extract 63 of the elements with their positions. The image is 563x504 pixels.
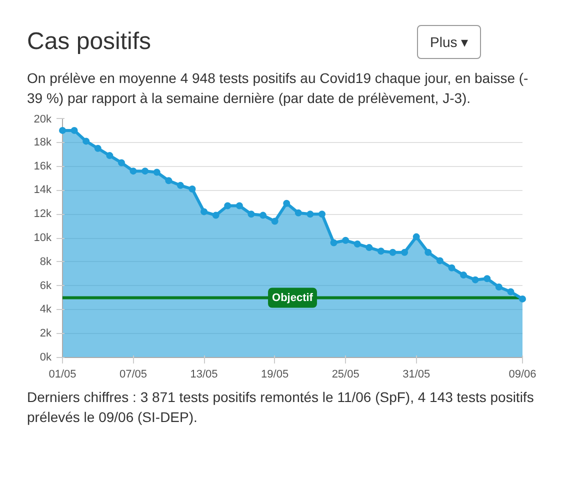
x-tick-label: 13/05 — [190, 368, 218, 381]
point — [106, 152, 114, 160]
point — [59, 127, 66, 134]
point — [436, 258, 444, 265]
y-tick-label: 8k — [40, 256, 52, 268]
point — [142, 168, 149, 176]
point — [130, 168, 137, 176]
point — [118, 160, 125, 167]
point — [318, 211, 326, 218]
point — [153, 169, 160, 176]
point — [495, 284, 502, 291]
y-tick-label: 6k — [40, 280, 52, 292]
point — [507, 288, 514, 296]
point — [236, 202, 243, 210]
point — [342, 237, 350, 244]
point — [176, 182, 184, 190]
point — [448, 264, 456, 272]
point — [260, 212, 267, 220]
point — [94, 145, 102, 152]
point — [271, 218, 278, 226]
x-tick-label: 07/05 — [120, 368, 148, 381]
point — [283, 200, 290, 208]
point — [82, 138, 90, 146]
x-tick-label: 09/06 — [508, 368, 536, 381]
point — [472, 276, 479, 284]
point — [212, 212, 220, 220]
text: Plus ▾ — [417, 25, 482, 59]
point — [330, 240, 338, 247]
point — [484, 276, 491, 283]
ref-line-label: Objectif — [272, 292, 314, 304]
x-tick-label: 31/05 — [402, 368, 430, 381]
point — [389, 249, 396, 256]
point — [412, 234, 420, 241]
y-tick-label: 12k — [34, 208, 52, 221]
point — [354, 240, 361, 248]
point — [460, 272, 468, 280]
chart-subtitle: On prélève en moyenne 4 948 tests positifs au Covid19 chaque jour, en baisse (- 39 %) par rapport à la semaine dernière (par date de prélèvement, J-3). — [27, 69, 530, 108]
point — [424, 249, 432, 256]
point — [366, 244, 373, 252]
y-tick-label: 18k — [34, 136, 52, 149]
y-tick-label: 10k — [34, 232, 52, 244]
x-tick-label: 01/05 — [48, 368, 76, 381]
point — [165, 178, 172, 185]
text: Derniers chiffres : 3 871 tests positifs remontés le 11/06 (SpF), 4 143 tests positifs prélevés le 09/06 (SI-DEP). — [27, 388, 535, 428]
y-tick-label: 2k — [40, 328, 52, 340]
x-tick-label: 19/05 — [261, 368, 289, 381]
point — [200, 208, 208, 216]
chart-title: Cas positifs — [27, 27, 152, 57]
point — [224, 202, 232, 210]
y-tick-label: 0k — [40, 352, 52, 364]
y-tick-label: 4k — [40, 304, 52, 316]
point — [248, 211, 255, 218]
point — [70, 127, 78, 134]
point — [306, 211, 314, 218]
y-tick-label: 14k — [34, 184, 52, 197]
point — [188, 186, 196, 193]
point — [401, 249, 408, 256]
x-tick-label: 25/05 — [332, 368, 360, 381]
point — [519, 296, 526, 303]
y-tick-label: 20k — [34, 114, 52, 126]
point — [294, 210, 302, 217]
y-tick-label: 16k — [34, 160, 52, 173]
point — [377, 248, 384, 256]
